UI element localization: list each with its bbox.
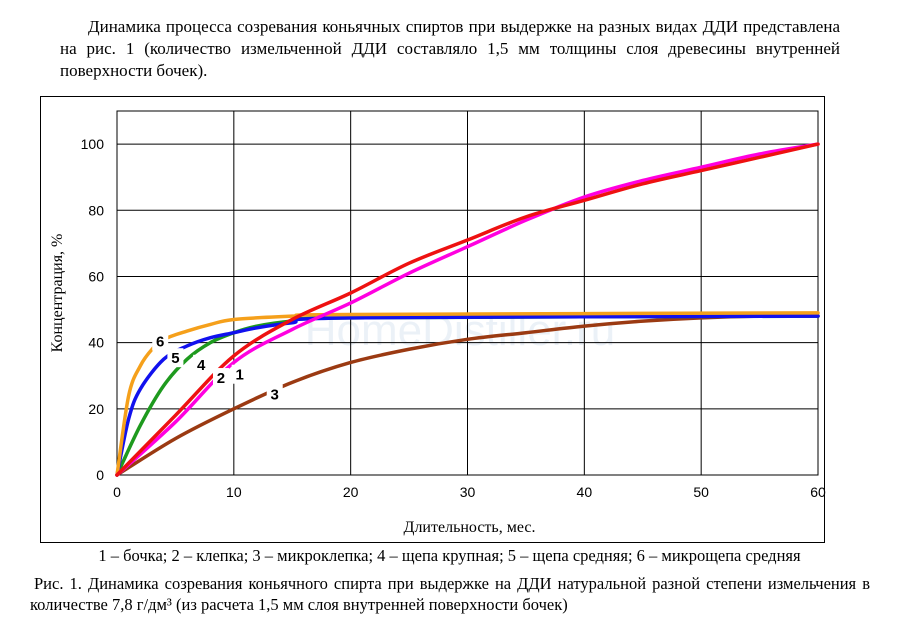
y-tick-label: 100 bbox=[81, 136, 105, 152]
x-tick-label: 20 bbox=[343, 484, 359, 500]
curve-label-3: 3 bbox=[271, 387, 279, 404]
marker-bg-5 bbox=[167, 348, 184, 368]
y-tick-label: 40 bbox=[88, 335, 104, 351]
x-tick-label: 40 bbox=[577, 484, 593, 500]
y-axis-title: Концентрация, % bbox=[49, 234, 66, 353]
x-tick-label: 10 bbox=[226, 484, 242, 500]
y-tick-label: 20 bbox=[88, 401, 104, 417]
chart-frame bbox=[40, 96, 825, 543]
marker-bg-3 bbox=[266, 384, 283, 404]
marker-bg-6 bbox=[152, 331, 169, 351]
curve-label-4: 4 bbox=[197, 357, 206, 374]
series-2-line bbox=[115, 142, 820, 477]
series-6-line bbox=[115, 311, 820, 477]
intro-paragraph: Динамика процесса созревания коньячных с… bbox=[60, 17, 840, 80]
marker-bg-2 bbox=[212, 368, 229, 388]
x-axis-title: Длительность, мес. bbox=[404, 519, 536, 536]
curve-label-6: 6 bbox=[156, 334, 164, 351]
y-tick-label: 0 bbox=[96, 467, 104, 483]
series-5-line bbox=[115, 314, 820, 477]
x-tick-label: 60 bbox=[810, 484, 826, 500]
curve-label-2: 2 bbox=[217, 370, 225, 387]
marker-bg-1 bbox=[231, 364, 248, 384]
curve-label-1: 1 bbox=[236, 367, 244, 384]
series-1-line bbox=[115, 142, 820, 477]
x-tick-label: 0 bbox=[113, 484, 121, 500]
y-tick-label: 80 bbox=[88, 202, 104, 218]
x-tick-label: 30 bbox=[460, 484, 476, 500]
x-tick-label: 50 bbox=[693, 484, 709, 500]
figure-caption: Рис. 1. Динамика созревания коньячного с… bbox=[30, 574, 870, 614]
marker-bg-4 bbox=[193, 354, 210, 374]
curve-label-5: 5 bbox=[171, 350, 179, 367]
plot-frame bbox=[116, 110, 819, 476]
y-tick-label: 60 bbox=[88, 268, 104, 284]
legend-text: 1 – бочка; 2 – клепка; 3 – микроклепка; … bbox=[98, 546, 801, 565]
